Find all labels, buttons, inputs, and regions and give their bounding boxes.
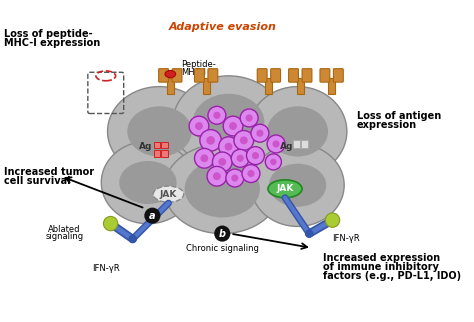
FancyBboxPatch shape — [328, 78, 335, 94]
Text: Increased tumor: Increased tumor — [4, 167, 94, 177]
Text: IFN-γR: IFN-γR — [332, 233, 359, 242]
FancyBboxPatch shape — [172, 69, 182, 82]
Circle shape — [214, 225, 230, 242]
FancyBboxPatch shape — [194, 69, 204, 82]
FancyBboxPatch shape — [154, 150, 160, 156]
Text: of immune inhibitory: of immune inhibitory — [323, 262, 438, 272]
Circle shape — [200, 130, 221, 151]
Circle shape — [270, 159, 277, 165]
Text: Ag: Ag — [138, 142, 152, 151]
FancyBboxPatch shape — [257, 69, 267, 82]
Circle shape — [306, 230, 313, 237]
Circle shape — [195, 122, 203, 130]
Text: MHC-I expression: MHC-I expression — [4, 38, 100, 48]
Circle shape — [225, 143, 232, 151]
Circle shape — [242, 165, 260, 183]
Circle shape — [240, 109, 258, 127]
Ellipse shape — [267, 106, 328, 156]
Ellipse shape — [128, 106, 192, 156]
Circle shape — [240, 137, 248, 144]
Circle shape — [231, 175, 238, 182]
Circle shape — [325, 213, 340, 227]
Circle shape — [273, 140, 280, 147]
FancyBboxPatch shape — [320, 69, 330, 82]
Circle shape — [256, 130, 264, 137]
Circle shape — [223, 116, 243, 136]
Text: Adaptive evasion: Adaptive evasion — [168, 22, 276, 32]
Text: expression: expression — [357, 120, 417, 130]
Circle shape — [246, 147, 264, 165]
FancyBboxPatch shape — [161, 142, 168, 148]
Circle shape — [246, 114, 253, 122]
Circle shape — [247, 170, 255, 177]
FancyBboxPatch shape — [271, 69, 281, 82]
Text: Loss of peptide-: Loss of peptide- — [4, 29, 92, 39]
Circle shape — [219, 137, 238, 156]
Text: a: a — [149, 211, 155, 221]
Circle shape — [237, 155, 244, 162]
Ellipse shape — [248, 87, 347, 176]
Circle shape — [226, 169, 244, 187]
Ellipse shape — [251, 144, 344, 226]
FancyBboxPatch shape — [333, 69, 343, 82]
Circle shape — [201, 154, 208, 162]
Ellipse shape — [185, 160, 260, 217]
Circle shape — [213, 172, 221, 180]
Circle shape — [234, 130, 254, 150]
Text: JAK: JAK — [160, 190, 177, 199]
Ellipse shape — [193, 94, 264, 151]
Ellipse shape — [108, 87, 211, 176]
Circle shape — [251, 124, 269, 142]
Circle shape — [252, 152, 259, 159]
FancyBboxPatch shape — [297, 78, 304, 94]
Circle shape — [267, 135, 285, 153]
Circle shape — [212, 152, 232, 172]
FancyBboxPatch shape — [293, 140, 300, 147]
Ellipse shape — [165, 71, 176, 78]
Text: IFN-γR: IFN-γR — [92, 264, 119, 273]
Text: JAK: JAK — [276, 184, 294, 193]
Text: cell survival: cell survival — [4, 176, 70, 186]
FancyBboxPatch shape — [167, 78, 174, 94]
Circle shape — [129, 235, 136, 242]
Text: Chronic signaling: Chronic signaling — [186, 244, 259, 253]
FancyBboxPatch shape — [159, 69, 168, 82]
Text: MHC-I: MHC-I — [181, 68, 206, 77]
Circle shape — [219, 158, 226, 166]
FancyBboxPatch shape — [265, 78, 273, 94]
Text: signaling: signaling — [46, 232, 83, 241]
Circle shape — [229, 122, 237, 130]
Ellipse shape — [101, 141, 194, 224]
FancyBboxPatch shape — [161, 150, 168, 156]
Circle shape — [231, 149, 249, 167]
Ellipse shape — [269, 164, 326, 207]
Circle shape — [144, 208, 160, 224]
Text: Peptide-: Peptide- — [181, 60, 216, 69]
Text: Ag: Ag — [280, 142, 293, 151]
Ellipse shape — [164, 144, 281, 233]
Circle shape — [208, 106, 226, 124]
Circle shape — [194, 148, 214, 168]
Circle shape — [265, 154, 282, 170]
FancyBboxPatch shape — [289, 69, 299, 82]
Ellipse shape — [173, 76, 284, 169]
Text: Increased expression: Increased expression — [323, 253, 440, 263]
Ellipse shape — [153, 186, 184, 202]
Text: factors (e.g., PD-L1, IDO): factors (e.g., PD-L1, IDO) — [323, 271, 461, 281]
Circle shape — [189, 116, 209, 136]
Ellipse shape — [268, 180, 302, 198]
Circle shape — [207, 166, 227, 186]
Circle shape — [206, 136, 215, 145]
FancyBboxPatch shape — [208, 69, 218, 82]
Circle shape — [103, 216, 118, 231]
FancyBboxPatch shape — [302, 69, 312, 82]
Ellipse shape — [119, 161, 177, 204]
Text: Ablated: Ablated — [48, 225, 81, 234]
FancyBboxPatch shape — [202, 78, 210, 94]
Text: b: b — [219, 229, 226, 239]
FancyBboxPatch shape — [154, 142, 160, 148]
Text: Loss of antigen: Loss of antigen — [357, 111, 441, 121]
Circle shape — [213, 112, 220, 119]
FancyBboxPatch shape — [301, 140, 308, 147]
